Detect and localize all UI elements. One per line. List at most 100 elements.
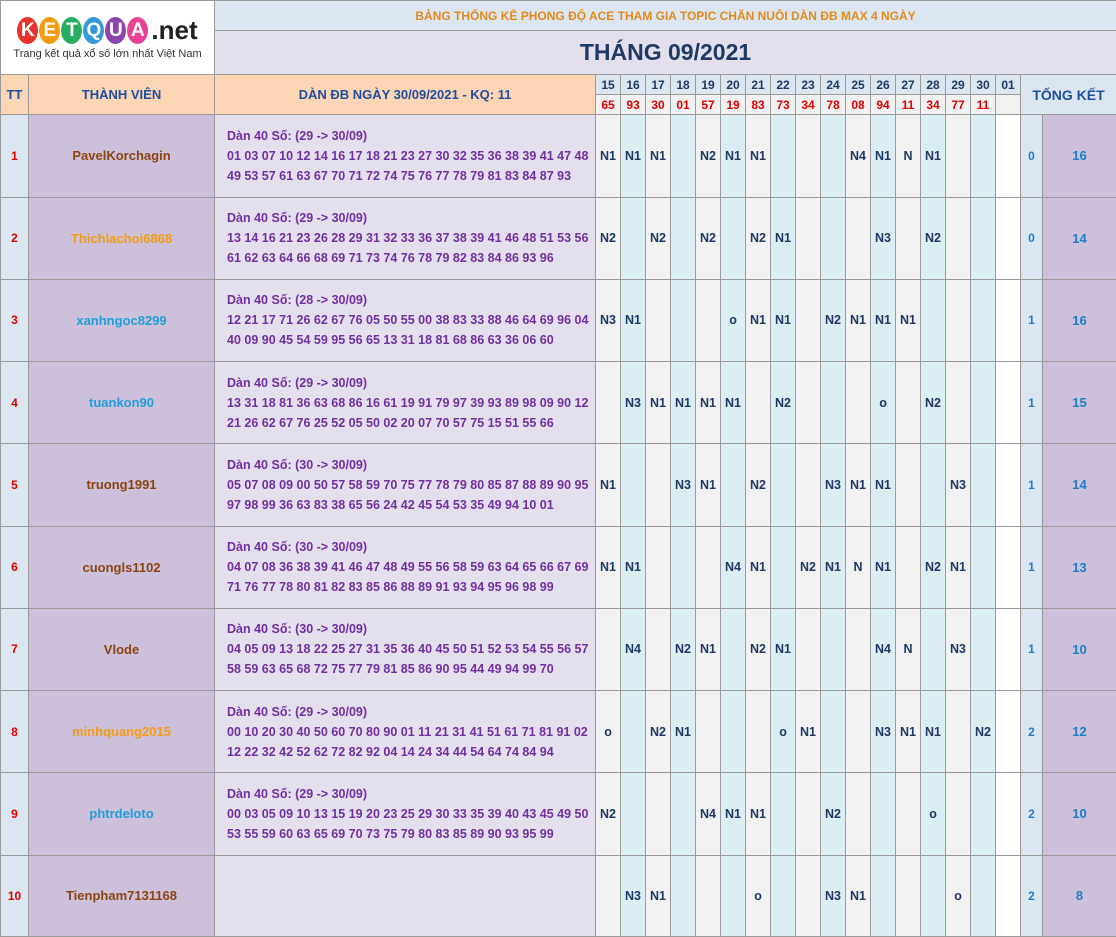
row-number: 1: [0, 114, 29, 198]
day-cell: [970, 278, 997, 363]
day-cell: [770, 443, 797, 527]
member-name[interactable]: xanhngoc8299: [27, 278, 216, 363]
logo-letter: U: [105, 17, 127, 45]
day-cell: [845, 690, 872, 774]
day-cell: N3: [945, 443, 972, 527]
day-cell: N2: [795, 525, 822, 609]
day-cell: N1: [720, 114, 747, 198]
day-cell: N2: [820, 278, 847, 363]
day-cell: [895, 854, 922, 937]
dan-numbers: Dàn 40 Số: (29 -> 30/09) 01 03 07 10 12 1…: [214, 114, 597, 198]
logo-letter: A: [127, 17, 149, 45]
day-cell: N1: [945, 525, 972, 609]
day-header: 30: [970, 74, 997, 96]
day-cell: N1: [895, 278, 922, 363]
day-cell: [695, 278, 722, 363]
day-cell: [895, 525, 922, 609]
day-cell: N1: [745, 772, 772, 856]
header-member: THÀNH VIÊN: [27, 74, 216, 116]
dan-line: 61 62 63 64 66 68 69 71 73 74 76 78 79 8…: [227, 251, 554, 266]
day-cell: N1: [670, 690, 697, 774]
hit-count: 2: [1020, 772, 1044, 856]
day-cell: [820, 114, 847, 198]
day-cell: N1: [845, 443, 872, 527]
day-cell: N2: [920, 525, 947, 609]
day-cell: [770, 854, 797, 937]
day-header: 18: [670, 74, 697, 96]
day-cell: N2: [770, 361, 797, 445]
day-cell: N3: [670, 443, 697, 527]
day-result: 78: [820, 94, 847, 116]
day-cell: [620, 443, 647, 527]
dan-title: Dàn 40 Số: (28 -> 30/09): [227, 293, 368, 308]
table-row: 6 cuongls1102 Dàn 40 Số: (30 -> 30/09) 04 0…: [0, 525, 1116, 609]
day-cell: o: [920, 772, 947, 856]
total-count: 12: [1042, 690, 1116, 774]
day-header: 20: [720, 74, 747, 96]
day-cell: [720, 196, 747, 280]
day-cell: [995, 114, 1022, 198]
dan-line: 49 53 57 61 63 67 70 71 72 74 75 76 77 7…: [227, 168, 572, 183]
day-cell: [770, 525, 797, 609]
day-cell: [870, 772, 897, 856]
table-row: 5 truong1991 Dàn 40 Số: (30 -> 30/09) 05 07…: [0, 443, 1116, 527]
row-number: 6: [0, 525, 29, 609]
member-name[interactable]: tuankon90: [27, 361, 216, 445]
member-name[interactable]: Thichlachoi6868: [27, 196, 216, 280]
day-cell: [795, 607, 822, 692]
dan-line: 12 21 17 71 26 62 67 76 05 50 55 00 38 8…: [227, 313, 589, 328]
day-cell: [670, 525, 697, 609]
day-header: 29: [945, 74, 972, 96]
day-cell: N: [895, 607, 922, 692]
day-cell: N1: [620, 114, 647, 198]
logo-wordmark: K E T Q U A .net: [17, 15, 198, 46]
day-cell: N1: [770, 196, 797, 280]
row-number: 3: [0, 278, 29, 363]
total-count: 8: [1042, 854, 1116, 937]
member-name[interactable]: Tienpham7131168: [27, 854, 216, 937]
day-cell: N2: [745, 607, 772, 692]
member-name[interactable]: cuongls1102: [27, 525, 216, 609]
logo-letter: Q: [83, 17, 105, 45]
dan-line: 00 10 20 30 40 50 60 70 80 90 01 11 21 3…: [227, 724, 588, 739]
site-logo[interactable]: K E T Q U A .net Trang kết quả xổ số lớn nhất V…: [2, 2, 214, 74]
day-header: 15: [595, 74, 622, 96]
member-name[interactable]: PavelKorchagin: [27, 114, 216, 198]
member-name[interactable]: Vlode: [27, 607, 216, 692]
dan-line: 97 98 99 36 63 83 38 65 56 24 42 45 54 5…: [227, 497, 554, 512]
day-cell: N3: [945, 607, 972, 692]
dan-numbers: Dàn 40 Số: (28 -> 30/09) 12 21 17 71 26 6…: [214, 278, 597, 363]
day-cell: [695, 690, 722, 774]
day-cell: [945, 690, 972, 774]
day-cell: [995, 772, 1022, 856]
day-cell: [820, 196, 847, 280]
dan-numbers: [214, 854, 597, 937]
day-cell: N1: [820, 525, 847, 609]
day-cell: [820, 361, 847, 445]
day-cell: N3: [820, 854, 847, 937]
day-cell: [645, 607, 672, 692]
day-cell: N2: [595, 772, 622, 856]
logo-letter: T: [61, 17, 83, 45]
day-result: 08: [845, 94, 872, 116]
dan-title: Dàn 40 Số: (29 -> 30/09): [227, 704, 368, 719]
table-row: 1 PavelKorchagin Dàn 40 Số: (29 -> 30/09) 0…: [0, 114, 1116, 198]
day-cell: [970, 443, 997, 527]
day-cell: [770, 772, 797, 856]
dan-line: 00 03 05 09 10 13 15 19 20 23 25 29 30 3…: [227, 806, 589, 821]
day-cell: [670, 854, 697, 937]
day-result: 73: [770, 94, 797, 116]
dan-title: Dàn 40 Số: (30 -> 30/09): [227, 457, 368, 472]
member-name[interactable]: phtrdeloto: [27, 772, 216, 856]
table-row: 2 Thichlachoi6868 Dàn 40 Số: (29 -> 30/09)…: [0, 196, 1116, 280]
day-cell: N4: [620, 607, 647, 692]
day-cell: [970, 361, 997, 445]
member-name[interactable]: minhquang2015: [27, 690, 216, 774]
table-row: 10 Tienpham7131168 N3 N1 o N3 N1 o 2 8: [0, 854, 1116, 937]
day-cell: [845, 772, 872, 856]
row-number: 4: [0, 361, 29, 445]
member-name[interactable]: truong1991: [27, 443, 216, 527]
day-result: 83: [745, 94, 772, 116]
